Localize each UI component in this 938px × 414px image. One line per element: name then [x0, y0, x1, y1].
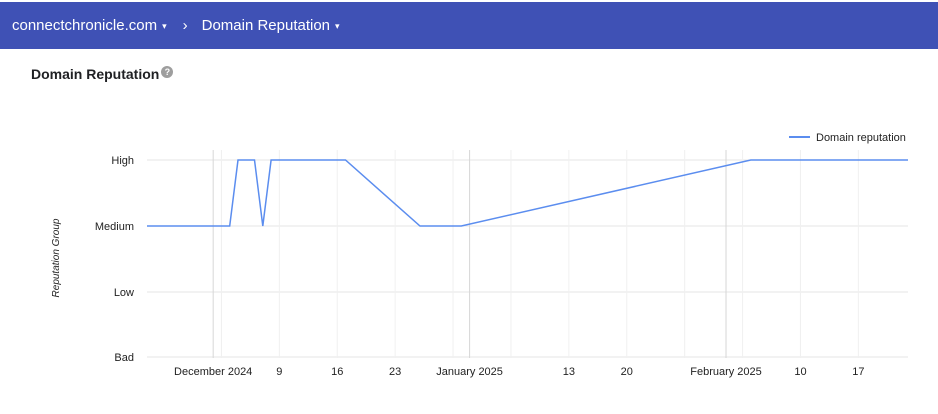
x-tick-label: December 2024 — [174, 366, 252, 378]
x-tick-label: 9 — [276, 366, 282, 378]
chevron-down-icon: ▾ — [162, 21, 167, 31]
series-line — [147, 159, 908, 227]
help-icon[interactable]: ? — [161, 66, 174, 78]
top-bar: connectchronicle.com ▾ › Domain Reputati… — [0, 0, 938, 49]
x-tick-label: 23 — [389, 366, 401, 378]
reputation-chart: Bad Low Medium High December 2024 9 16 23 Januar… — [51, 132, 908, 378]
section-title: Domain Reputation ? — [31, 66, 174, 82]
breadcrumb-separator: › — [182, 17, 188, 34]
x-tick-label: 10 — [794, 366, 806, 378]
y-axis-label: Reputation Group — [51, 218, 62, 297]
y-tick-label: Bad — [114, 352, 134, 364]
x-tick-label: 20 — [621, 366, 633, 378]
page-name: Domain Reputation — [201, 17, 331, 34]
x-tick-label: January 2025 — [436, 366, 503, 378]
y-tick-label: High — [111, 155, 134, 167]
x-tick-label: 16 — [331, 366, 343, 378]
x-tick-label: 13 — [563, 366, 575, 378]
legend-label: Domain reputation — [816, 132, 906, 144]
chevron-down-icon: ▾ — [335, 21, 340, 31]
y-tick-label: Medium — [95, 221, 134, 233]
section-title-text: Domain Reputation — [31, 66, 160, 82]
breadcrumb-page[interactable]: Domain Reputation ▾ — [202, 17, 340, 34]
breadcrumb-site[interactable]: connectchronicle.com ▾ — [12, 17, 167, 34]
x-tick-label: February 2025 — [690, 366, 762, 378]
site-name: connectchronicle.com — [12, 17, 158, 34]
x-tick-label: 17 — [852, 366, 864, 378]
y-tick-label: Low — [114, 287, 134, 299]
